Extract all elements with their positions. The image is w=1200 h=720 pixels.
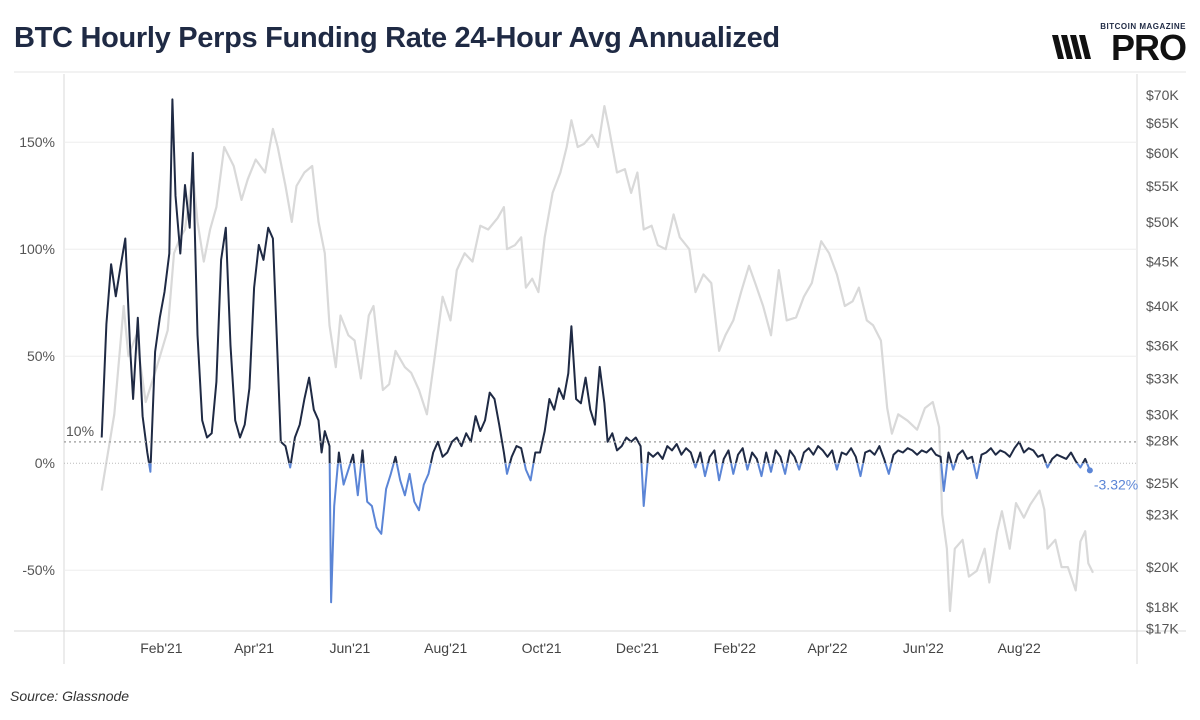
funding-line-positive [100, 98, 1089, 464]
x-tick-label: Aug'21 [424, 640, 467, 656]
source-note: Source: Glassnode [10, 688, 130, 704]
x-tick-label: Apr'21 [234, 640, 274, 656]
x-tick-label: Oct'21 [522, 640, 562, 656]
chart-title: BTC Hourly Perps Funding Rate 24-Hour Av… [14, 22, 780, 54]
x-tick-label: Jun'22 [903, 640, 944, 656]
right-tick-label: $20K [1146, 559, 1179, 575]
right-tick-label: $18K [1146, 599, 1179, 615]
price-series [100, 104, 1094, 613]
gridlines [64, 141, 1137, 571]
left-tick-label: -50% [22, 562, 55, 578]
x-tick-label: Apr'22 [807, 640, 847, 656]
left-tick-label: 50% [27, 348, 55, 364]
last-value-dot [1086, 467, 1093, 474]
reference-line-label: 10% [66, 423, 94, 439]
right-tick-label: $30K [1146, 406, 1179, 422]
right-tick-label: $60K [1146, 145, 1179, 161]
right-tick-label: $33K [1146, 370, 1179, 386]
right-tick-label: $17K [1146, 620, 1179, 636]
reference-line-group: 10% [64, 423, 1137, 464]
left-tick-label: 100% [19, 241, 55, 257]
x-tick-label: Feb'21 [140, 640, 183, 656]
right-tick-label: $25K [1146, 475, 1179, 491]
x-axis-ticks: Feb'21 Apr'21 Jun'21 Aug'21 Oct'21 Dec'21 Feb'… [140, 640, 1041, 656]
left-tick-label: 0% [35, 455, 55, 471]
right-tick-label: $23K [1146, 506, 1179, 522]
x-tick-label: Feb'22 [714, 640, 757, 656]
last-value-label: -3.32% [1094, 476, 1138, 492]
right-tick-label: $40K [1146, 298, 1179, 314]
left-axis-ticks: 150% 100% 50% 0% -50% [19, 134, 55, 578]
right-tick-label: $65K [1146, 115, 1179, 131]
right-tick-label: $28K [1146, 432, 1179, 448]
right-tick-label: $45K [1146, 254, 1179, 270]
brand-small-text: BITCOIN MAGAZINE [1100, 22, 1186, 31]
last-value-group: -3.32% [1086, 467, 1138, 492]
brand-logo: BITCOIN MAGAZINE PRO [1052, 22, 1187, 68]
x-tick-label: Dec'21 [616, 640, 659, 656]
right-tick-label: $70K [1146, 87, 1179, 103]
x-tick-label: Jun'21 [330, 640, 371, 656]
x-tick-label: Aug'22 [998, 640, 1041, 656]
right-tick-label: $36K [1146, 338, 1179, 354]
right-tick-label: $50K [1146, 214, 1179, 230]
funding-series [100, 98, 1091, 604]
right-axis-ticks: $70K $65K $60K $55K $50K $45K $40K $36K $33K $30K… [1146, 87, 1179, 636]
left-tick-label: 150% [19, 134, 55, 150]
brand-stripes-icon [1052, 35, 1091, 59]
right-tick-label: $55K [1146, 178, 1179, 194]
brand-main-text: PRO [1110, 27, 1187, 68]
price-line [100, 104, 1094, 613]
